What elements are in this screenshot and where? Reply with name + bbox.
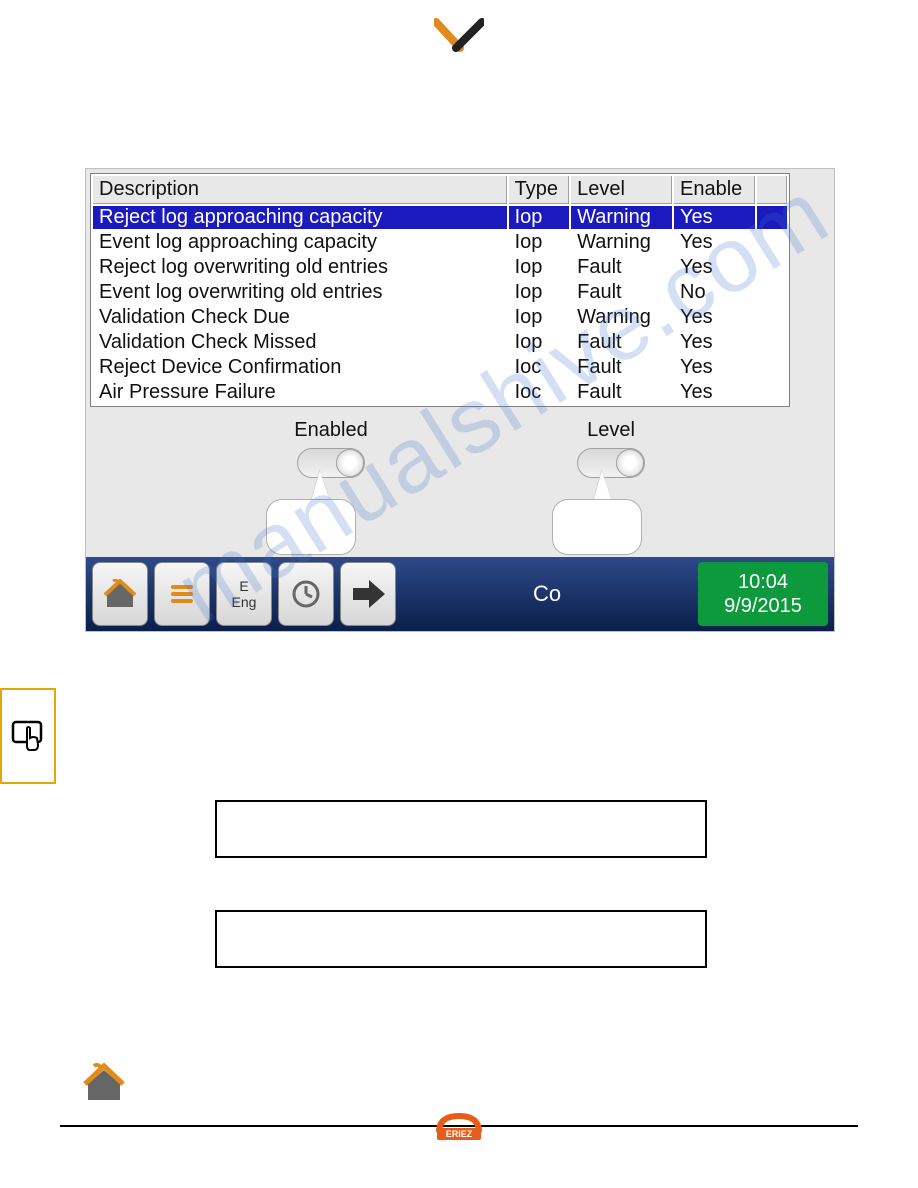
callout-bubble xyxy=(552,499,642,555)
toggle-knob xyxy=(336,449,364,477)
footer-brand-logo: ERIEZ xyxy=(433,1110,485,1147)
table-row[interactable]: Reject Device Confirmation Ioc Fault Yes xyxy=(93,356,787,379)
col-type[interactable]: Type xyxy=(509,176,570,204)
col-description[interactable]: Description xyxy=(93,176,507,204)
col-blank xyxy=(757,176,787,204)
content-box xyxy=(215,910,707,968)
device-screen: Description Type Level Enable Reject log… xyxy=(85,168,835,632)
nav-bar: E Eng Co 10:04 9/9/2015 xyxy=(86,557,834,631)
menu-icon xyxy=(167,579,197,609)
datetime-display[interactable]: 10:04 9/9/2015 xyxy=(698,562,828,626)
touch-hand-icon xyxy=(10,718,46,754)
col-level[interactable]: Level xyxy=(571,176,672,204)
table-row[interactable]: Air Pressure Failure Ioc Fault Yes xyxy=(93,381,787,404)
home-icon-body xyxy=(80,1062,128,1109)
table-row[interactable]: Event log overwriting old entries Iop Fa… xyxy=(93,281,787,304)
date-text: 9/9/2015 xyxy=(698,594,828,618)
table-row[interactable]: Reject log overwriting old entries Iop F… xyxy=(93,256,787,279)
table-row[interactable]: Validation Check Missed Iop Fault Yes xyxy=(93,331,787,354)
eng-letter: E xyxy=(239,578,248,594)
menu-button[interactable] xyxy=(154,562,210,626)
arrow-right-icon xyxy=(351,580,385,608)
time-text: 10:04 xyxy=(698,570,828,594)
next-button[interactable] xyxy=(340,562,396,626)
enabled-toggle-group: Enabled ✔ xyxy=(256,419,406,478)
clock-icon xyxy=(291,579,321,609)
brand-mark-icon xyxy=(434,18,484,57)
alarm-config-table[interactable]: Description Type Level Enable Reject log… xyxy=(90,173,790,407)
toggle-knob xyxy=(616,449,644,477)
clock-button[interactable] xyxy=(278,562,334,626)
page-title: Co xyxy=(402,581,692,607)
level-label: Level xyxy=(536,419,686,442)
enabled-label: Enabled xyxy=(256,419,406,442)
table-row[interactable]: Validation Check Due Iop Warning Yes xyxy=(93,306,787,329)
lang-eng-button[interactable]: E Eng xyxy=(216,562,272,626)
table-row[interactable]: Event log approaching capacity Iop Warni… xyxy=(93,231,787,254)
col-enable[interactable]: Enable xyxy=(674,176,755,204)
table-row[interactable]: Reject log approaching capacity Iop Warn… xyxy=(93,206,787,229)
eng-label: Eng xyxy=(232,594,257,610)
home-button[interactable] xyxy=(92,562,148,626)
content-box xyxy=(215,800,707,858)
touch-indicator-box xyxy=(0,688,56,784)
callout-bubble xyxy=(266,499,356,555)
svg-text:ERIEZ: ERIEZ xyxy=(446,1129,473,1139)
level-toggle-group: Level ⚠ xyxy=(536,419,686,478)
home-icon xyxy=(103,579,137,609)
